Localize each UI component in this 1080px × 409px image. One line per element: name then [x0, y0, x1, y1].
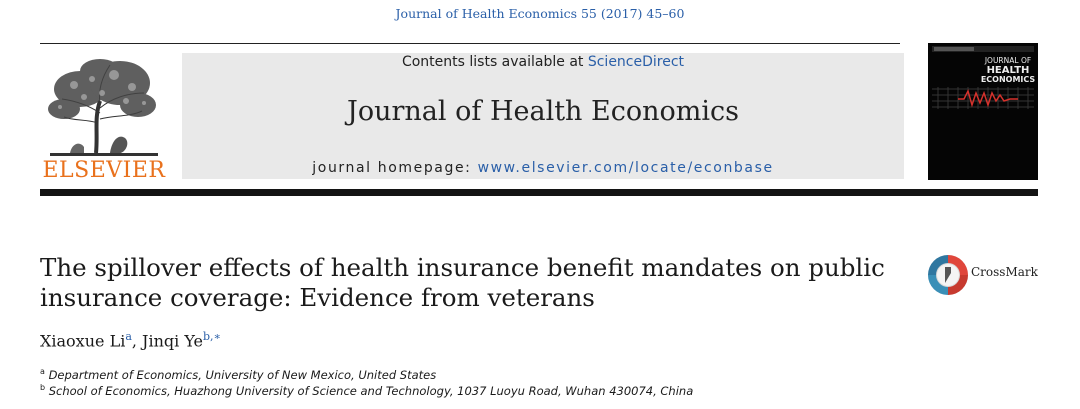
crossmark-icon	[928, 255, 968, 295]
elsevier-logo[interactable]: ELSEVIER	[40, 53, 168, 183]
author-name[interactable]: Jinqi Ye	[142, 331, 203, 351]
journal-cover-image: JOURNAL OF HEALTH ECONOMICS	[928, 43, 1038, 180]
elsevier-tree-icon: ELSEVIER	[42, 59, 166, 183]
journal-homepage: journal homepage: www.elsevier.com/locat…	[182, 160, 904, 176]
journal-banner	[182, 53, 904, 179]
journal-citation: Journal of Health Economics 55 (2017) 45…	[395, 6, 685, 21]
header-bottom-rule	[40, 189, 1038, 196]
homepage-link[interactable]: www.elsevier.com/locate/econbase	[477, 160, 774, 176]
affiliation-b: b School of Economics, Huazhong Universi…	[40, 383, 693, 398]
article-title-line2: insurance coverage: Evidence from vetera…	[40, 283, 595, 312]
affiliation-marker: a	[40, 367, 45, 376]
author-affiliation-marker[interactable]: a	[125, 330, 132, 343]
affiliation-text: School of Economics, Huazhong University…	[48, 383, 694, 398]
cover-title-line2: HEALTH	[987, 65, 1030, 76]
article-title-line1: The spillover effects of health insuranc…	[40, 253, 885, 282]
author-list: Xiaoxue Lia, Jinqi Yeb,∗	[40, 330, 221, 350]
author-name[interactable]: Xiaoxue Li	[40, 331, 126, 351]
affiliation-marker: b	[40, 383, 46, 392]
cover-title-line3: ECONOMICS	[981, 75, 1036, 84]
author-affiliation-marker[interactable]: b,∗	[202, 330, 221, 343]
contents-availability: Contents lists available at ScienceDirec…	[182, 54, 904, 70]
article-title: The spillover effects of health insuranc…	[40, 253, 900, 313]
crossmark-label: CrossMark	[971, 265, 1038, 279]
journal-cover-thumbnail[interactable]: JOURNAL OF HEALTH ECONOMICS	[928, 43, 1038, 180]
svg-text:ELSEVIER: ELSEVIER	[42, 158, 166, 181]
affiliation-a: a Department of Economics, University of…	[40, 367, 436, 382]
header-top-rule	[40, 43, 900, 44]
homepage-prefix: journal homepage:	[312, 160, 478, 176]
affiliation-text: Department of Economics, University of N…	[48, 367, 437, 382]
crossmark-badge[interactable]: CrossMark	[926, 252, 1040, 298]
contents-prefix: Contents lists available at	[401, 54, 588, 70]
cover-title-line1: JOURNAL OF	[984, 56, 1031, 65]
journal-title[interactable]: Journal of Health Economics	[347, 96, 739, 127]
sciencedirect-link[interactable]: ScienceDirect	[587, 54, 685, 70]
author-separator: ,	[131, 331, 143, 351]
